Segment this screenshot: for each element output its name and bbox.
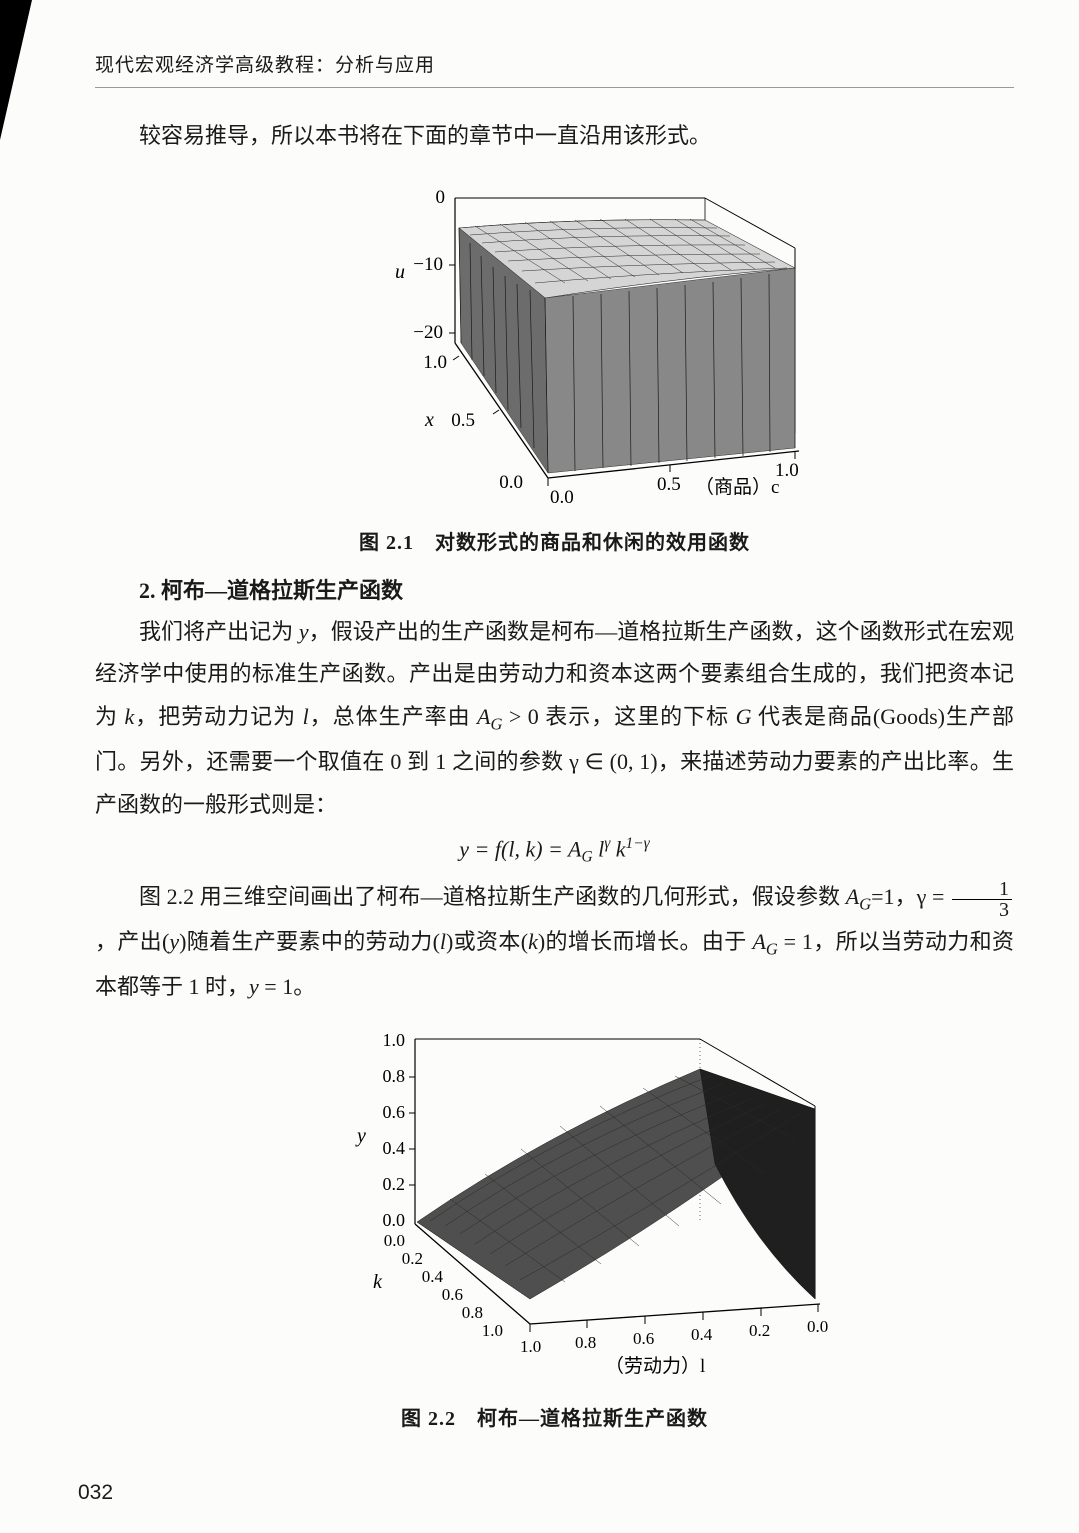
- l-tick-04: 0.4: [691, 1325, 713, 1344]
- k-tick-08: 0.8: [461, 1303, 482, 1322]
- figure-2-1: 0 −10 −20 u: [95, 168, 1014, 555]
- page-number: 032: [78, 1481, 113, 1505]
- x-tick-05: 0.5: [451, 410, 475, 431]
- z-tick-2: −20: [413, 322, 443, 343]
- y-tick-00: 0.0: [382, 1210, 405, 1230]
- figure-2-1-svg: 0 −10 −20 u: [275, 168, 835, 518]
- c-tick-05: 0.5: [657, 474, 681, 495]
- p2-seg-e: )或资本(: [446, 929, 528, 954]
- figure-2-2: 1.0 0.8 0.6 0.4 0.2 0.0 y: [95, 1014, 1014, 1431]
- p1-seg-a: 我们将产出记为: [139, 619, 299, 644]
- p1-seg-c: ，把劳动力记为: [134, 704, 302, 729]
- p2-seg-f: )的增长而增长。由于: [538, 929, 753, 954]
- c-axis-label: （商品）c: [695, 476, 779, 498]
- k-tick-10: 1.0: [481, 1321, 502, 1340]
- y-tick-10: 1.0: [382, 1030, 405, 1050]
- p2-seg-b: =1，γ =: [871, 884, 950, 909]
- y-axis-label: y: [355, 1125, 366, 1147]
- p2-seg-a: 图 2.2 用三维空间画出了柯布—道格拉斯生产函数的几何形式，假设参数: [139, 884, 846, 909]
- x-tick-1: 1.0: [423, 352, 447, 373]
- p2-seg-h: = 1。: [259, 974, 315, 999]
- x-axis-label: x: [424, 409, 434, 431]
- k-tick-00: 0.0: [383, 1231, 404, 1250]
- k-tick-02: 0.2: [401, 1249, 422, 1268]
- paragraph-1: 我们将产出记为 y，假设产出的生产函数是柯布—道格拉斯生产函数，这个函数形式在宏…: [95, 611, 1014, 827]
- y-tick-02: 0.2: [382, 1174, 405, 1194]
- c-tick-0: 0.0: [550, 487, 574, 508]
- figure-2-2-caption: 图 2.2 柯布—道格拉斯生产函数: [401, 1402, 708, 1431]
- l-tick-08: 0.8: [575, 1333, 596, 1352]
- z-tick-0: 0: [435, 187, 445, 208]
- p1-seg-d: ，总体生产率由: [309, 704, 477, 729]
- l-tick-02: 0.2: [749, 1321, 770, 1340]
- production-function-formula: y = f(l, k) = AG lγ k1−γ: [95, 835, 1014, 867]
- x-tick-0: 0.0: [499, 472, 523, 493]
- z-tick-1: −10: [413, 254, 443, 275]
- l-tick-06: 0.6: [633, 1329, 654, 1348]
- u-axis-label: u: [395, 261, 405, 283]
- y-tick-08: 0.8: [382, 1066, 405, 1086]
- l-axis-label: （劳动力）l: [605, 1355, 705, 1377]
- y-tick-04: 0.4: [382, 1138, 405, 1158]
- page-content: 现代宏观经济学高级教程：分析与应用 较容易推导，所以本书将在下面的章节中一直沿用…: [0, 0, 1079, 1469]
- p2-seg-c: ，产出(: [95, 929, 169, 954]
- k-tick-06: 0.6: [441, 1285, 462, 1304]
- l-tick-00: 0.0: [807, 1317, 828, 1336]
- l-tick-10: 1.0: [520, 1337, 541, 1356]
- paragraph-2: 图 2.2 用三维空间画出了柯布—道格拉斯生产函数的几何形式，假设参数 AG=1…: [95, 876, 1014, 1008]
- p2-seg-d: )随着生产要素中的劳动力(: [179, 929, 440, 954]
- y-tick-06: 0.6: [382, 1102, 405, 1122]
- figure-2-2-svg: 1.0 0.8 0.6 0.4 0.2 0.0 y: [265, 1014, 845, 1394]
- section-2-title: 2. 柯布—道格拉斯生产函数: [95, 573, 1014, 605]
- figure-2-1-caption: 图 2.1 对数形式的商品和休闲的效用函数: [359, 526, 750, 555]
- k-axis-label: k: [373, 1271, 383, 1293]
- book-header: 现代宏观经济学高级教程：分析与应用: [95, 50, 1014, 88]
- p1-seg-e: > 0 表示，这里的下标: [502, 704, 735, 729]
- k-tick-04: 0.4: [421, 1267, 443, 1286]
- intro-paragraph: 较容易推导，所以本书将在下面的章节中一直沿用该形式。: [95, 116, 1014, 156]
